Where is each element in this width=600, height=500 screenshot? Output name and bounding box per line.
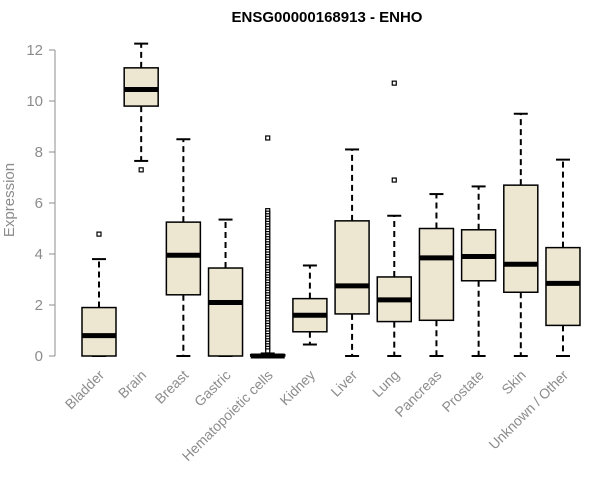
y-tick-label: 0	[35, 348, 43, 365]
y-axis-ticks: 0 2 4 6 8 10 12	[26, 42, 55, 365]
box-prostate	[460, 185, 497, 357]
box-lung	[376, 80, 413, 357]
x-tick-label: Pancreas	[391, 367, 444, 420]
box-hematopoietic-cells	[249, 135, 286, 359]
x-tick-label: Prostate	[439, 367, 487, 415]
iqr-box	[418, 227, 455, 322]
box-kidney	[292, 264, 328, 346]
y-tick-label: 6	[35, 195, 43, 212]
x-tick-label: Lung	[369, 367, 402, 400]
x-tick-label: Breast	[152, 367, 192, 407]
boxes-group	[81, 42, 581, 359]
y-tick-label: 8	[35, 144, 43, 161]
box-liver	[334, 148, 370, 357]
iqr-box	[81, 306, 117, 357]
iqr-box	[123, 67, 159, 107]
outlier-point	[96, 231, 102, 237]
x-tick-label: Kidney	[276, 367, 318, 409]
x-tick-label: Brain	[115, 367, 149, 401]
box-brain	[123, 42, 159, 173]
y-tick-label: 2	[35, 297, 43, 314]
x-tick-label: Bladder	[62, 367, 108, 413]
outlier-point	[138, 167, 144, 173]
outlier-point	[391, 80, 397, 86]
box-gastric	[207, 218, 244, 357]
iqr-box	[545, 246, 581, 327]
y-tick-label: 12	[26, 42, 43, 59]
box-breast	[165, 138, 202, 357]
iqr-box	[334, 220, 370, 315]
y-tick-label: 4	[35, 246, 43, 263]
iqr-box	[503, 184, 539, 293]
box-pancreas	[418, 193, 455, 357]
iqr-box	[207, 267, 244, 357]
chart-title: ENSG00000168913 - ENHO	[232, 9, 423, 26]
outlier-point	[265, 135, 271, 141]
box-unknown-other	[545, 158, 581, 357]
y-axis-label: Expression	[1, 163, 18, 237]
x-tick-label: Skin	[498, 367, 529, 398]
outlier-point	[391, 177, 397, 183]
box-bladder	[81, 231, 117, 357]
y-tick-label: 10	[26, 93, 43, 110]
box-skin	[503, 112, 539, 357]
x-tick-label: Unknown / Other	[485, 367, 571, 453]
outlier-point	[265, 348, 271, 354]
iqr-box	[165, 221, 202, 296]
x-tick-label: Liver	[327, 367, 360, 400]
